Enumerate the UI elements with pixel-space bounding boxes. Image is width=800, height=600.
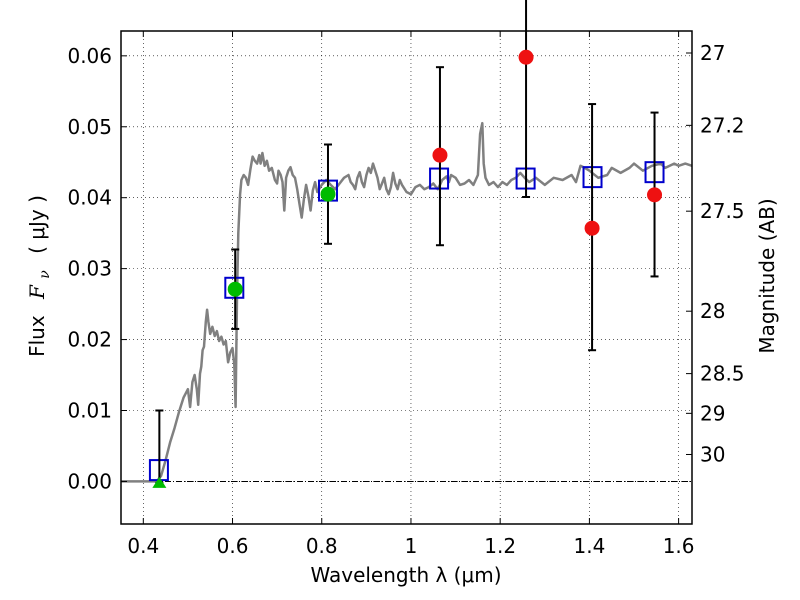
y2-tick-label: 29 bbox=[700, 401, 725, 425]
y-axis-title: Flux F ν ( μJy ) bbox=[25, 195, 54, 357]
low-snr-point bbox=[647, 187, 663, 203]
y-tick-label: 0.02 bbox=[67, 328, 112, 352]
low-snr-point bbox=[518, 49, 534, 65]
grid-layer bbox=[121, 31, 692, 524]
x-tick-label: 1.2 bbox=[484, 534, 516, 558]
plot-frame bbox=[120, 30, 693, 525]
low-snr-point bbox=[584, 220, 600, 236]
y2-tick-label: 27 bbox=[700, 41, 725, 65]
y-axis-title-prefix: Flux bbox=[25, 315, 49, 357]
y-axis-title-units: ( μJy ) bbox=[25, 195, 49, 254]
y-axis-title-subscript: ν bbox=[37, 270, 53, 279]
x-tick-label: 0.8 bbox=[306, 534, 338, 558]
x-axis-title: Wavelength λ (μm) bbox=[310, 563, 501, 587]
y-tick-label: 0.00 bbox=[67, 469, 112, 493]
data-marks bbox=[148, 0, 665, 488]
upper-limit-triangle bbox=[152, 476, 167, 488]
detection-point bbox=[320, 186, 336, 202]
x-tick-label: 1 bbox=[405, 534, 418, 558]
y2-tick-label: 30 bbox=[700, 442, 725, 466]
y-tick-label: 0.04 bbox=[67, 186, 112, 210]
detection-point bbox=[227, 281, 243, 297]
y-tick-label: 0.06 bbox=[67, 44, 112, 68]
y-tick-label: 0.05 bbox=[67, 115, 112, 139]
right-axis-title: Magnitude (AB) bbox=[755, 198, 779, 353]
y2-tick-label: 27.5 bbox=[700, 199, 745, 223]
y-tick-label: 0.03 bbox=[67, 257, 112, 281]
x-tick-label: 1.4 bbox=[573, 534, 605, 558]
y2-tick-label: 27.2 bbox=[700, 113, 745, 137]
axis-ticks: 0.4 0.6 0.8 1 1.2 1.4 1.6 0.00 0.01 0.02 0.03 0.04 0… bbox=[67, 31, 745, 558]
x-tick-label: 0.6 bbox=[217, 534, 249, 558]
y-tick-label: 0.01 bbox=[67, 399, 112, 423]
x-tick-label: 0.4 bbox=[127, 534, 159, 558]
low-snr-point bbox=[432, 147, 448, 163]
y-axis-title-symbol: F bbox=[25, 284, 49, 300]
y2-tick-label: 28.5 bbox=[700, 362, 745, 386]
x-tick-label: 1.6 bbox=[663, 534, 695, 558]
model-sed-curve bbox=[121, 121, 693, 483]
y2-tick-label: 28 bbox=[700, 299, 725, 323]
